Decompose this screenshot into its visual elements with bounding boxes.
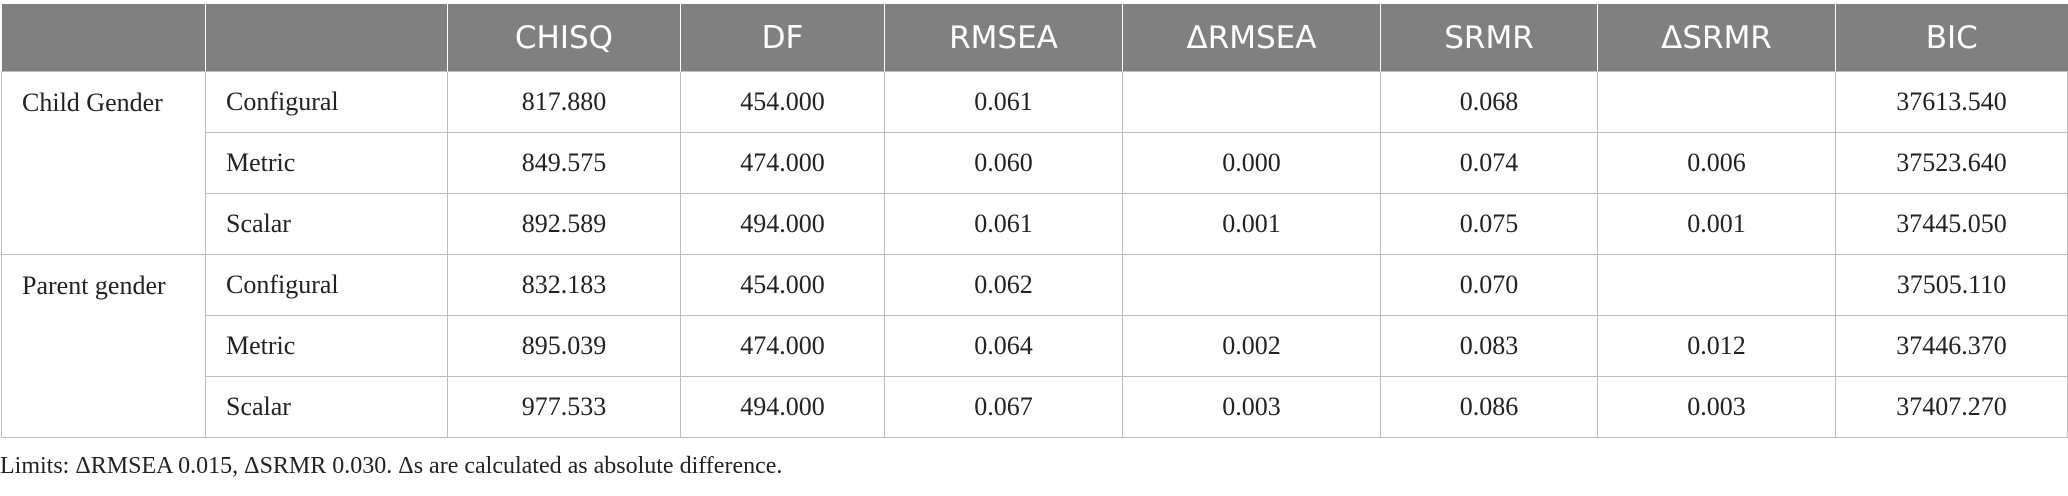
bic-cell: 37613.540 [1835,71,2068,133]
rmsea-cell: 0.062 [884,254,1123,316]
model-cell: Metric [205,315,448,377]
table-row: Scalar 977.533 494.000 0.067 0.003 0.086… [2,376,2068,438]
delta-rmsea-cell: 0.002 [1122,315,1381,377]
delta-rmsea-cell: 0.003 [1122,376,1381,438]
delta-srmr-cell: 0.012 [1597,315,1836,377]
bic-cell: 37523.640 [1835,132,2068,194]
table-footnote: Limits: ΔRMSEA 0.015, ΔSRMR 0.030. Δs ar… [0,453,783,479]
srmr-cell: 0.083 [1380,315,1598,377]
srmr-cell: 0.074 [1380,132,1598,194]
delta-srmr-cell: 0.006 [1597,132,1836,194]
header-delta-srmr: ΔSRMR [1597,4,1836,72]
srmr-cell: 0.070 [1380,254,1598,316]
table-row: Child Gender Configural 817.880 454.000 … [1,71,2068,255]
bic-cell: 37407.270 [1835,376,2068,438]
header-delta-rmsea: ΔRMSEA [1122,4,1381,72]
table-row: Metric 849.575 474.000 0.060 0.000 0.074… [2,132,2068,194]
chisq-cell: 892.589 [447,193,681,255]
rmsea-cell: 0.060 [884,132,1123,194]
model-cell: Configural [205,71,448,133]
delta-rmsea-cell: 0.000 [1122,132,1381,194]
rmsea-cell: 0.067 [884,376,1123,438]
model-cell: Scalar [205,193,448,255]
header-rmsea: RMSEA [884,4,1123,72]
chisq-cell: 849.575 [447,132,681,194]
model-cell: Metric [205,132,448,194]
header-df: DF [680,4,885,72]
rmsea-cell: 0.064 [884,315,1123,377]
df-cell: 474.000 [680,132,885,194]
header-model [205,4,448,72]
rmsea-cell: 0.061 [884,193,1123,255]
header-row: CHISQ DF RMSEA ΔRMSEA SRMR ΔSRMR BIC [1,4,2068,72]
delta-rmsea-cell [1122,254,1381,316]
table-row: Scalar 892.589 494.000 0.061 0.001 0.075… [2,193,2068,255]
chisq-cell: 832.183 [447,254,681,316]
srmr-cell: 0.068 [1380,71,1598,133]
df-cell: 454.000 [680,254,885,316]
df-cell: 494.000 [680,193,885,255]
delta-srmr-cell: 0.001 [1597,193,1836,255]
chisq-cell: 817.880 [447,71,681,133]
model-cell: Scalar [205,376,448,438]
delta-rmsea-cell [1122,71,1381,133]
bic-cell: 37445.050 [1835,193,2068,255]
rmsea-cell: 0.061 [884,71,1123,133]
delta-srmr-cell [1597,254,1836,316]
df-cell: 474.000 [680,315,885,377]
chisq-cell: 895.039 [447,315,681,377]
table-row: Parent gender Configural 832.183 454.000… [1,254,2068,438]
df-cell: 454.000 [680,71,885,133]
delta-srmr-cell [1597,71,1836,133]
table-row: Metric 895.039 474.000 0.064 0.002 0.083… [2,315,2068,377]
header-group [1,4,206,72]
df-cell: 494.000 [680,376,885,438]
srmr-cell: 0.086 [1380,376,1598,438]
fit-indices-table: CHISQ DF RMSEA ΔRMSEA SRMR ΔSRMR BIC Chi… [1,4,2068,438]
header-srmr: SRMR [1380,4,1598,72]
group-label-child-gender: Child Gender [1,71,206,255]
header-bic: BIC [1835,4,2068,72]
model-cell: Configural [205,254,448,316]
header-chisq: CHISQ [447,4,681,72]
bic-cell: 37446.370 [1835,315,2068,377]
bic-cell: 37505.110 [1835,254,2068,316]
table-container: CHISQ DF RMSEA ΔRMSEA SRMR ΔSRMR BIC Chi… [0,4,2068,438]
srmr-cell: 0.075 [1380,193,1598,255]
chisq-cell: 977.533 [447,376,681,438]
group-label-parent-gender: Parent gender [1,254,206,438]
delta-srmr-cell: 0.003 [1597,376,1836,438]
delta-rmsea-cell: 0.001 [1122,193,1381,255]
